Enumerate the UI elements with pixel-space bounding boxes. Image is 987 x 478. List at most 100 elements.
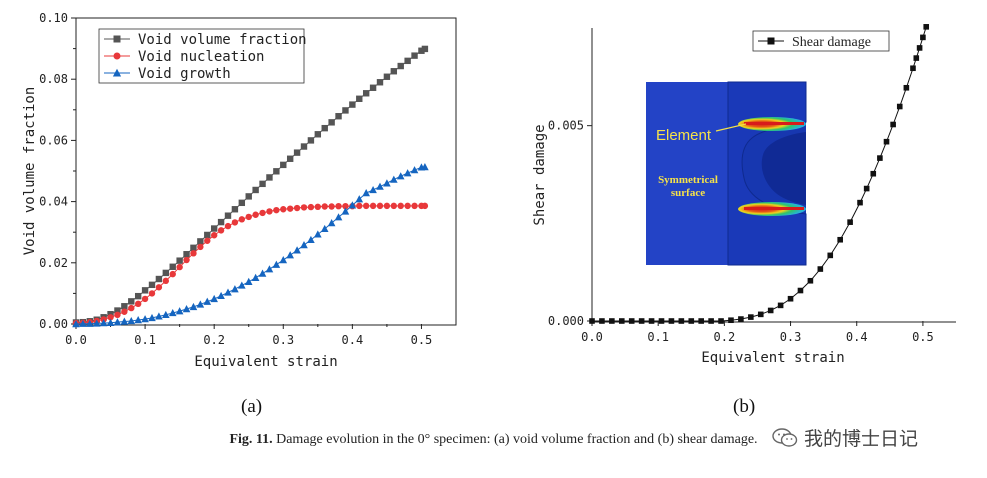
- data-point: [252, 211, 259, 218]
- data-point: [300, 241, 308, 249]
- data-point: [196, 300, 205, 308]
- data-point: [114, 311, 121, 319]
- data-point: [688, 318, 695, 324]
- data-point: [748, 314, 754, 320]
- chart-b-series: [589, 24, 930, 324]
- y-tick-label: 0.000: [548, 314, 584, 328]
- data-point: [107, 314, 114, 321]
- y-tick-label: 0.04: [39, 195, 68, 209]
- chart-a-ylabel: Void volume fraction: [22, 87, 38, 256]
- data-point: [896, 103, 903, 110]
- data-point: [265, 265, 274, 273]
- data-point: [189, 302, 198, 311]
- data-point: [258, 269, 267, 277]
- data-point: [128, 298, 135, 305]
- data-point: [648, 318, 655, 324]
- data-point: [155, 284, 163, 291]
- data-point: [141, 315, 149, 323]
- y-tick-label: 0.00: [39, 317, 68, 331]
- data-point: [757, 311, 764, 318]
- series-line: [75, 205, 425, 324]
- data-point: [182, 305, 191, 313]
- data-point: [293, 246, 301, 254]
- data-point: [404, 202, 411, 210]
- data-point: [231, 285, 239, 293]
- data-point: [817, 266, 824, 272]
- legend-label: Void nucleation: [138, 49, 264, 65]
- data-point: [197, 243, 204, 251]
- panel-label-b: (b): [733, 396, 756, 417]
- y-tick-label: 0.005: [548, 119, 584, 133]
- data-point: [718, 318, 724, 324]
- data-point: [362, 189, 370, 197]
- data-point: [328, 119, 335, 126]
- data-point: [599, 318, 605, 324]
- series-void-growth: [72, 163, 429, 328]
- data-point: [113, 318, 122, 326]
- y-tick-label: 0.02: [39, 256, 68, 270]
- data-point: [728, 317, 734, 324]
- data-point: [327, 219, 336, 227]
- data-point: [99, 319, 108, 327]
- data-point: [245, 213, 252, 221]
- series-line: [75, 48, 426, 323]
- wechat-icon: [772, 427, 798, 447]
- data-point: [121, 303, 128, 310]
- chart-b-ylabel: Shear damage: [532, 124, 548, 225]
- data-point: [411, 52, 418, 59]
- data-point: [362, 90, 370, 97]
- data-point: [857, 199, 863, 206]
- data-point: [668, 318, 675, 324]
- legend-marker: [113, 35, 121, 43]
- data-point: [293, 149, 301, 156]
- data-point: [369, 202, 377, 210]
- data-point: [342, 107, 349, 114]
- data-point: [320, 224, 329, 233]
- inset-pointer: [715, 123, 747, 132]
- data-point: [314, 131, 322, 138]
- data-point: [421, 163, 429, 171]
- data-point: [334, 213, 343, 221]
- chart-a-legend-box: [98, 28, 305, 84]
- data-point: [376, 202, 384, 210]
- data-point: [863, 185, 870, 192]
- x-tick-label: 0.4: [342, 333, 364, 347]
- data-point: [259, 180, 266, 188]
- data-point: [658, 318, 665, 324]
- data-point: [638, 318, 645, 324]
- legend-marker: [113, 52, 121, 60]
- data-point: [916, 45, 923, 51]
- data-point: [190, 244, 197, 252]
- series-line: [592, 26, 927, 322]
- data-point: [86, 319, 94, 327]
- data-point: [777, 302, 784, 309]
- data-point: [162, 310, 170, 319]
- data-point: [383, 202, 391, 210]
- data-point: [162, 269, 170, 277]
- data-point: [910, 65, 916, 72]
- data-point: [244, 277, 253, 285]
- data-point: [134, 316, 142, 324]
- data-point: [231, 219, 239, 226]
- data-point: [362, 202, 370, 210]
- series-line: [75, 166, 425, 325]
- data-point: [286, 155, 294, 162]
- data-point: [397, 62, 404, 70]
- data-point: [217, 218, 225, 226]
- data-point: [204, 231, 211, 239]
- data-point: [231, 206, 239, 213]
- data-point: [321, 124, 328, 132]
- inset-hot-band-bottom: [744, 207, 804, 210]
- data-point: [418, 47, 425, 54]
- data-point: [403, 169, 412, 177]
- data-point: [807, 277, 814, 284]
- data-point: [376, 182, 384, 190]
- data-point: [383, 179, 391, 187]
- data-point: [190, 250, 197, 257]
- data-point: [155, 275, 163, 283]
- y-tick-label: 0.10: [39, 11, 68, 25]
- data-point: [79, 319, 87, 327]
- inset-hot-band: [744, 122, 804, 125]
- data-point: [252, 186, 259, 194]
